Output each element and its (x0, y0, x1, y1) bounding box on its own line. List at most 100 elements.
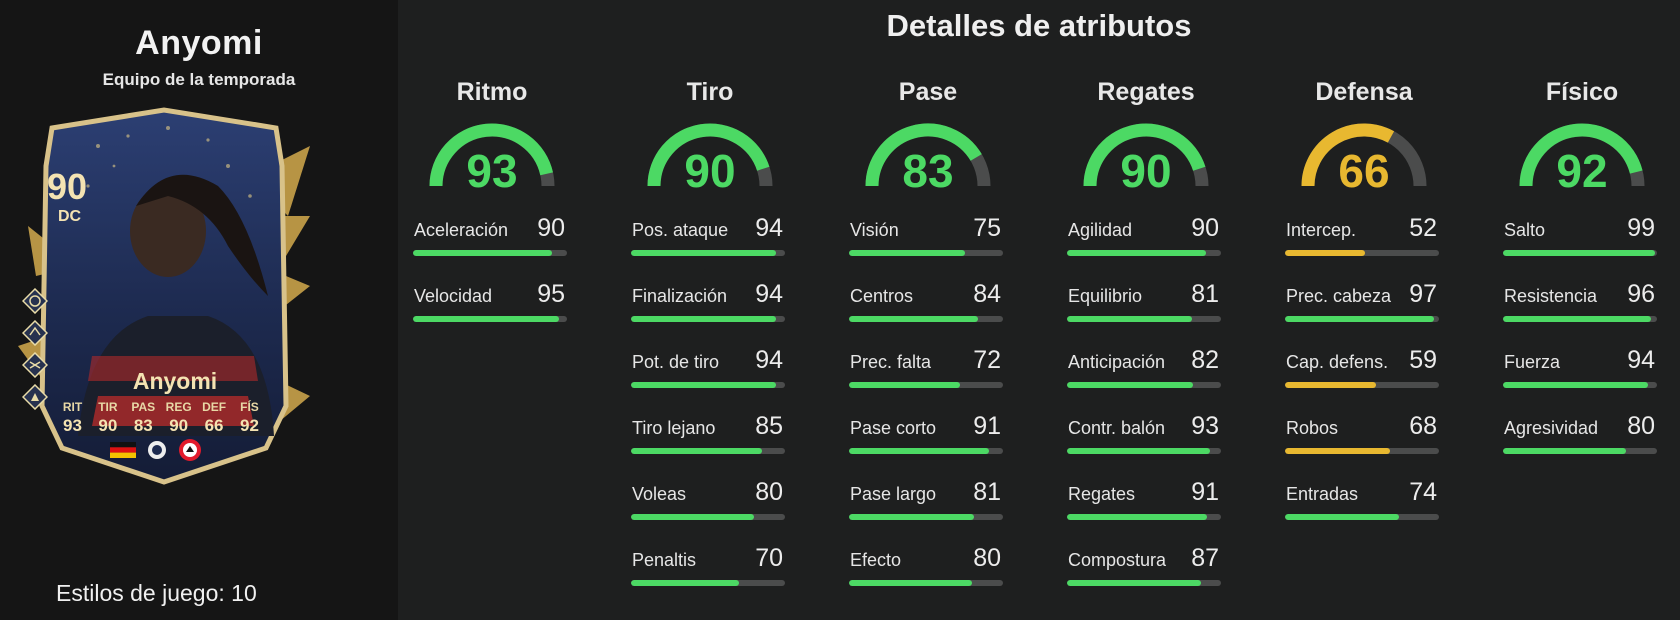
attribute-bar-fill (1067, 514, 1208, 520)
card-stat: DEF 66 (198, 400, 231, 436)
attribute-bar-fill (1285, 514, 1399, 520)
attribute-bar (1067, 316, 1221, 322)
attribute-bar (631, 580, 785, 586)
attribute-name: Visión (850, 220, 899, 240)
attribute-row: Equilibrio 81 (1067, 278, 1225, 326)
attribute-bar (1285, 316, 1439, 322)
attribute-bar-fill (849, 316, 979, 322)
gauge-fill (647, 123, 770, 187)
attribute-name: Pos. ataque (632, 220, 729, 240)
attribute-value: 90 (1191, 214, 1219, 242)
card-stat-value: 93 (63, 416, 82, 435)
attribute-bar-fill (1503, 448, 1627, 454)
attribute-bar (1285, 250, 1439, 256)
attribute-bar (849, 250, 1003, 256)
gauge-fill (1519, 123, 1643, 187)
attribute-name: Aceleración (414, 220, 509, 240)
playstyle-icon (22, 384, 48, 410)
attribute-name: Entradas (1286, 484, 1359, 504)
attribute-name: Agresividad (1504, 418, 1599, 438)
attribute-bar-fill (631, 250, 776, 256)
card-stat: REG 90 (162, 400, 195, 436)
attribute-value: 80 (755, 478, 783, 506)
card-version-label: Equipo de la temporada (102, 70, 296, 89)
attribute-name: Finalización (632, 286, 728, 306)
category-gauge (429, 123, 555, 187)
attribute-value: 80 (1627, 412, 1655, 440)
attribute-bar (849, 514, 1003, 520)
attribute-row: Prec. cabeza 97 (1285, 278, 1443, 326)
attribute-row: Pase corto 91 (849, 410, 1007, 458)
attribute-bar (1503, 250, 1657, 256)
card-stat: FÍS 92 (233, 400, 266, 436)
category-label: Pase (898, 78, 958, 106)
attribute-row: Resistencia 96 (1503, 278, 1661, 326)
attribute-row: Anticipación 82 (1067, 344, 1225, 392)
attribute-row: Agilidad 90 (1067, 212, 1225, 260)
attribute-name: Regates (1068, 484, 1136, 504)
card-stat: TIR 90 (91, 400, 124, 436)
attribute-row: Tiro lejano 85 (631, 410, 789, 458)
attribute-value: 80 (973, 544, 1001, 572)
gauge-fill (865, 123, 982, 187)
attribute-value: 52 (1409, 214, 1437, 242)
attribute-value: 99 (1627, 214, 1655, 242)
club-crest-icon (179, 439, 201, 461)
category-label: Defensa (1315, 78, 1413, 106)
attribute-row: Pot. de tiro 94 (631, 344, 789, 392)
attribute-bar-fill (849, 514, 974, 520)
attribute-bar-fill (631, 448, 762, 454)
attribute-value: 97 (1409, 280, 1437, 308)
attribute-name: Resistencia (1504, 286, 1598, 306)
attribute-name: Pase largo (850, 484, 937, 504)
attribute-row: Salto 99 (1503, 212, 1661, 260)
attribute-value: 68 (1409, 412, 1437, 440)
attribute-name: Centros (850, 286, 914, 306)
attribute-value: 81 (973, 478, 1001, 506)
attribute-bar-fill (1285, 250, 1366, 256)
playstyle-icon (22, 320, 48, 346)
category-gauge (1083, 123, 1209, 187)
attribute-row: Cap. defens. 59 (1285, 344, 1443, 392)
attribute-bar-fill (413, 316, 560, 322)
germany-flag-icon (110, 442, 136, 458)
attribute-row: Efecto 80 (849, 542, 1007, 590)
category-gauge (1519, 123, 1645, 187)
attribute-row: Entradas 74 (1285, 476, 1443, 524)
attribute-bar-fill (1285, 448, 1390, 454)
attribute-name: Intercep. (1286, 220, 1357, 240)
card-stat: RIT 93 (56, 400, 89, 436)
playstyle-icon (22, 352, 48, 378)
attribute-value: 94 (1627, 346, 1655, 374)
attribute-row: Aceleración 90 (413, 212, 571, 260)
attribute-bar (631, 448, 785, 454)
card-stat-label: PAS (131, 400, 156, 414)
card-stat-label: DEF (202, 400, 227, 414)
attribute-value: 91 (973, 412, 1001, 440)
card-stat-value: 66 (204, 416, 224, 435)
attribute-bar (1503, 316, 1657, 322)
attribute-name: Penaltis (632, 550, 697, 570)
attribute-row: Compostura 87 (1067, 542, 1225, 590)
attribute-bar (849, 382, 1003, 388)
attribute-value: 75 (973, 214, 1001, 242)
attribute-row: Pase largo 81 (849, 476, 1007, 524)
attribute-bar-fill (849, 250, 965, 256)
attribute-row: Regates 91 (1067, 476, 1225, 524)
attribute-bar (1503, 382, 1657, 388)
attribute-value: 94 (755, 214, 783, 242)
attribute-bar-fill (849, 382, 960, 388)
attribute-name: Compostura (1068, 550, 1167, 570)
attribute-bar (1067, 514, 1221, 520)
category-rating: 90 (1120, 145, 1172, 197)
card-badges (110, 438, 202, 462)
attribute-value: 95 (537, 280, 565, 308)
attribute-bar-fill (1067, 316, 1192, 322)
attribute-row: Agresividad 80 (1503, 410, 1661, 458)
attribute-name: Prec. falta (850, 352, 932, 372)
attribute-bar (413, 316, 567, 322)
card-player-name: Anyomi (132, 368, 218, 394)
attribute-name: Prec. cabeza (1286, 286, 1392, 306)
attribute-row: Centros 84 (849, 278, 1007, 326)
attribute-name: Tiro lejano (632, 418, 716, 438)
